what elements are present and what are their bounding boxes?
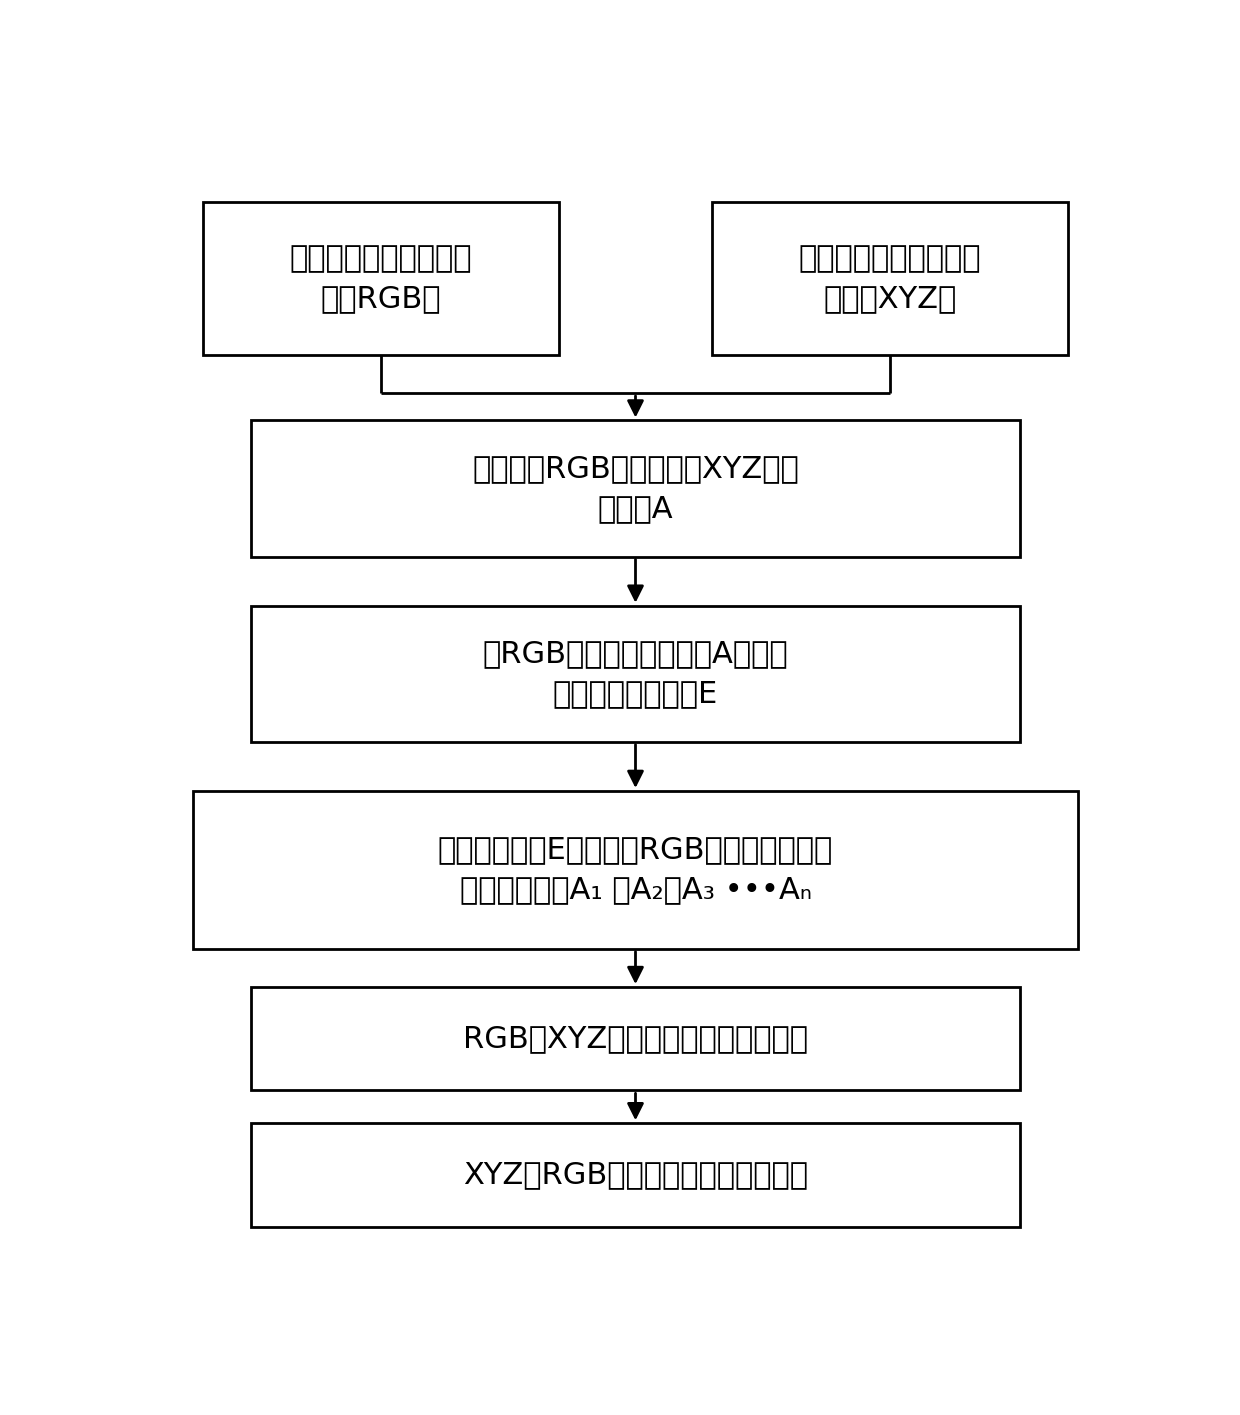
Bar [250,1124,1021,1227]
Text: 色度计测量得到的被测
对象的XYZ值: 色度计测量得到的被测 对象的XYZ值 [799,243,981,314]
Text: 将RGB值带入系数矩阵为A的转换
公式计算转换误差E: 将RGB值带入系数矩阵为A的转换 公式计算转换误差E [482,640,789,709]
Text: 相机拍摄得到的被测对
象的RGB值: 相机拍摄得到的被测对 象的RGB值 [290,243,472,314]
Bar [250,420,1021,556]
Bar [250,606,1021,741]
Bar [193,791,1078,949]
Bar [250,988,1021,1091]
Text: 拟合整个RGB色彩空间到XYZ的系
数矩阵A: 拟合整个RGB色彩空间到XYZ的系 数矩阵A [472,454,799,524]
Text: RGB到XYZ的高精度非线性拟合公式: RGB到XYZ的高精度非线性拟合公式 [463,1024,808,1053]
Bar [712,202,1068,355]
Text: 根据转换误差E的分布对RGB进行分块拟合，
得到系数矩阵A₁ 、A₂、A₃ •••Aₙ: 根据转换误差E的分布对RGB进行分块拟合， 得到系数矩阵A₁ 、A₂、A₃ ••… [438,835,833,904]
Text: XYZ到RGB的高精度非线性拟合公式: XYZ到RGB的高精度非线性拟合公式 [463,1160,808,1190]
Bar [203,202,558,355]
